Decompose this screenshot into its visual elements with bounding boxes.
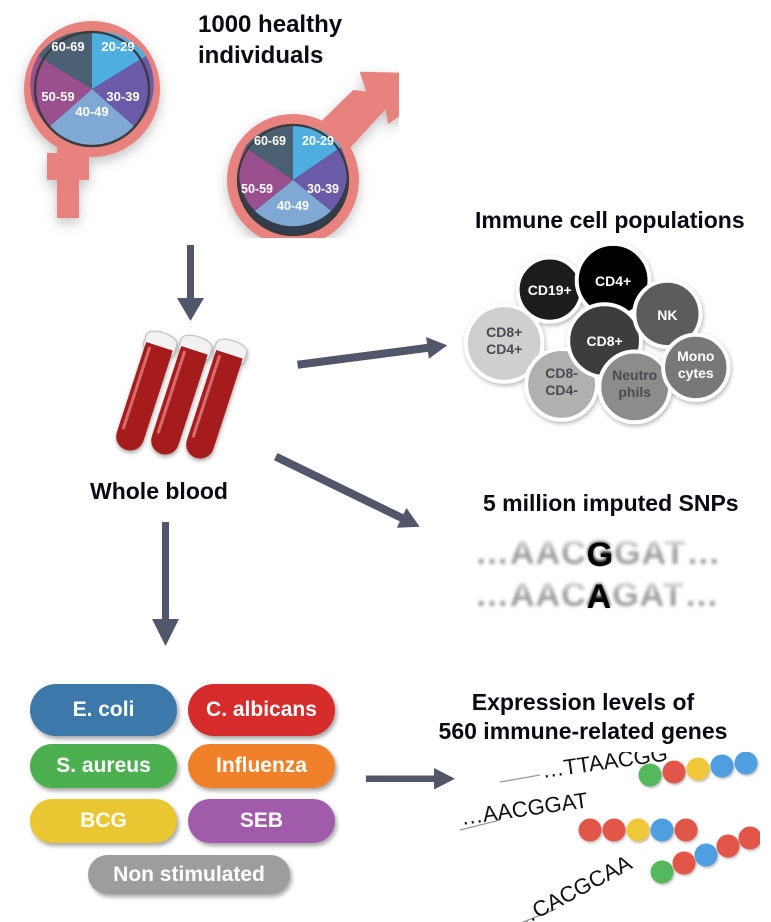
svg-text:60-69: 60-69 xyxy=(254,134,286,148)
svg-text:30-39: 30-39 xyxy=(307,182,339,196)
svg-text:CD4+: CD4+ xyxy=(595,273,631,289)
svg-text:CD4+: CD4+ xyxy=(486,341,522,357)
svg-text:…CACGCAA: …CACGCAA xyxy=(509,850,637,922)
svg-text:30-39: 30-39 xyxy=(106,89,139,104)
svg-text:Mono: Mono xyxy=(677,348,714,364)
svg-text:cytes: cytes xyxy=(678,365,714,381)
svg-text:CD8+: CD8+ xyxy=(587,333,623,349)
svg-text:50-59: 50-59 xyxy=(241,182,273,196)
svg-text:CD4-: CD4- xyxy=(545,382,578,398)
svg-text:60-69: 60-69 xyxy=(51,39,84,54)
svg-text:40-49: 40-49 xyxy=(75,104,108,119)
svg-text:phils: phils xyxy=(618,384,651,400)
svg-text:CD8-: CD8- xyxy=(545,365,578,381)
svg-text:40-49: 40-49 xyxy=(277,199,309,213)
svg-text:20-29: 20-29 xyxy=(302,134,334,148)
svg-text:50-59: 50-59 xyxy=(41,89,74,104)
svg-text:CD19+: CD19+ xyxy=(528,282,572,298)
svg-text:NK: NK xyxy=(657,307,677,323)
svg-text:Neutro: Neutro xyxy=(612,367,657,383)
svg-text:20-29: 20-29 xyxy=(101,39,134,54)
svg-text:CD8+: CD8+ xyxy=(486,324,522,340)
svg-text:…AACGGAT: …AACGGAT xyxy=(459,787,589,830)
